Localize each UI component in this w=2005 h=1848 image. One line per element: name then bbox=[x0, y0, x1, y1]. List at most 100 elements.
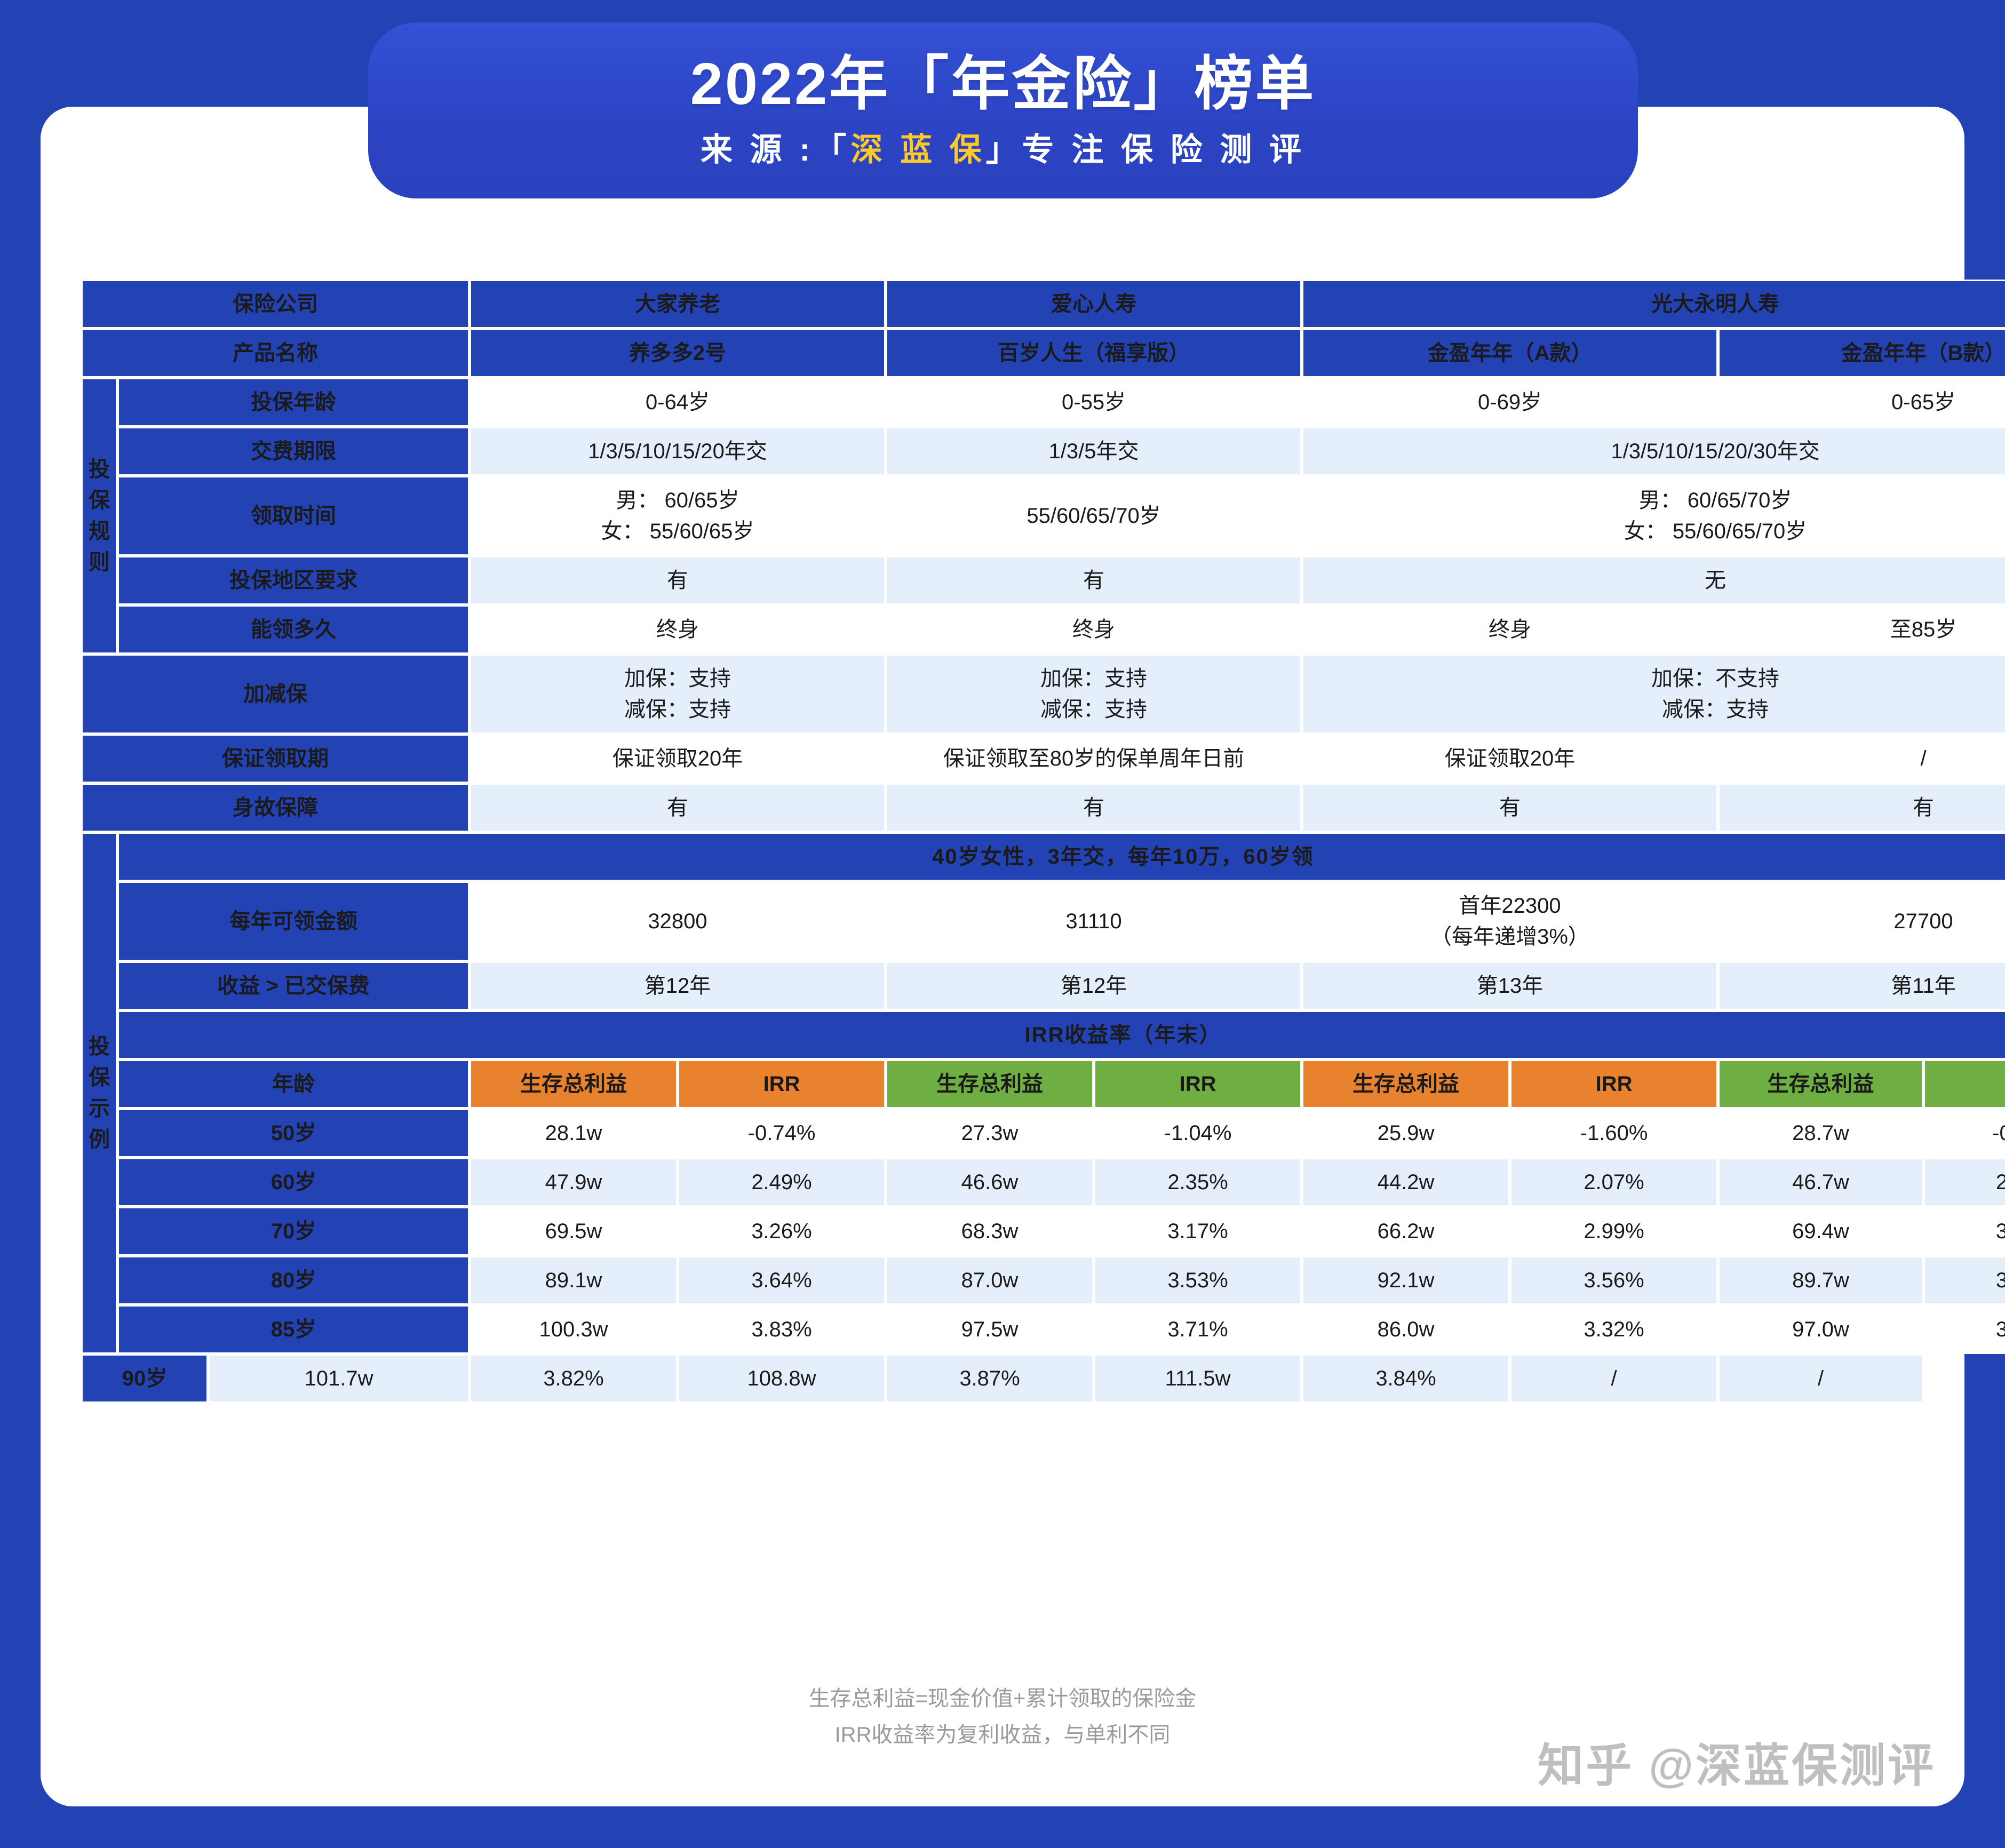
irr-col-header-2: 生存总利益 bbox=[886, 1060, 1094, 1109]
irr-section-bar: IRR收益率（年末） bbox=[117, 1010, 2005, 1060]
cell-text: 产品名称 bbox=[233, 341, 319, 365]
irr-cell-1-3: 2.35% bbox=[1094, 1158, 1302, 1207]
cell-text: 1/3/5年交 bbox=[1048, 440, 1139, 463]
cell-2-2: 男： 60/65/70岁 女： 55/60/65/70岁 bbox=[1302, 476, 2005, 556]
cell-6-3: / bbox=[1718, 734, 2005, 783]
irr-cell-5-5: 3.84% bbox=[1302, 1354, 1510, 1403]
irr-cell-2-0: 69.5w bbox=[470, 1207, 678, 1256]
row-领取时间: 领取时间 男： 60/65岁 女： 55/60/65岁 55/60/65/70岁 男： … bbox=[81, 476, 2005, 556]
cell-text: 85岁 bbox=[270, 1318, 316, 1341]
cell-text: IRR bbox=[1179, 1072, 1216, 1096]
cell-4-2: 终身 bbox=[1302, 605, 1718, 654]
irr-cell-0-4: 25.9w bbox=[1302, 1109, 1510, 1158]
payout-2: 首年22300 （每年递增3%） bbox=[1302, 881, 1718, 961]
cell-text: 92.1w bbox=[1377, 1269, 1435, 1292]
cell-text: 身故保障 bbox=[233, 796, 319, 819]
cell-text: 保证领取20年 bbox=[612, 747, 743, 770]
cell-text: 97.5w bbox=[961, 1318, 1019, 1341]
cell-7-2: 有 bbox=[1302, 783, 1718, 832]
row-加减保: 加减保 加保：支持 减保：支持 加保：支持 减保：支持 加保：不支持 减保：支持 bbox=[81, 654, 2005, 734]
cell-text: 终身 bbox=[656, 618, 699, 641]
irr-cell-2-6: 69.4w bbox=[1718, 1207, 1924, 1256]
cell-text: 投保 bbox=[89, 458, 110, 512]
cell-text: 3.52% bbox=[1995, 1269, 2005, 1292]
irr-cell-5-4: 111.5w bbox=[1094, 1354, 1302, 1403]
irr-row-age-4: 85岁 bbox=[117, 1305, 470, 1354]
cell-text: 0-69岁 bbox=[1478, 391, 1542, 414]
cell-text: 47.9w bbox=[545, 1170, 602, 1194]
cell-text: 第12年 bbox=[644, 974, 711, 998]
irr-cell-0-6: 28.7w bbox=[1718, 1109, 1924, 1158]
irr-cell-1-4: 44.2w bbox=[1302, 1158, 1510, 1207]
cell-text: 投保年龄 bbox=[251, 391, 337, 414]
irr-cell-5-7: / bbox=[1718, 1354, 1924, 1403]
cell-7-0: 有 bbox=[470, 783, 886, 832]
cell-text: 27.3w bbox=[961, 1121, 1019, 1145]
cell-text: 生存总利益 bbox=[1767, 1072, 1874, 1096]
breakeven-0: 第12年 bbox=[470, 961, 886, 1010]
irr-cell-3-7: 3.52% bbox=[1923, 1256, 2005, 1305]
company-2: 光大永明人寿 bbox=[1302, 280, 2005, 329]
irr-cell-4-1: 3.83% bbox=[678, 1305, 886, 1354]
cell-text: 25.9w bbox=[1377, 1121, 1435, 1145]
cell-1-0: 1/3/5/10/15/20年交 bbox=[470, 427, 886, 476]
irr-cell-0-3: -1.04% bbox=[1094, 1109, 1302, 1158]
cell-text: 保险公司 bbox=[233, 292, 319, 316]
cell-text: 69.4w bbox=[1792, 1220, 1849, 1243]
row-label-5: 加减保 bbox=[81, 654, 470, 734]
cell-text: 3.26% bbox=[751, 1220, 812, 1243]
row-breakeven: 收益 > 已交保费 第12年 第12年 第13年 第11年 bbox=[81, 961, 2005, 1010]
cell-5-2: 加保：不支持 减保：支持 bbox=[1302, 654, 2005, 734]
page-title: 2022年「年金险」榜单 bbox=[690, 51, 1316, 117]
cell-text: 1/3/5/10/15/20/30年交 bbox=[1611, 440, 1820, 463]
irr-cell-1-2: 46.6w bbox=[886, 1158, 1094, 1207]
cell-text: 3.57% bbox=[1995, 1318, 2005, 1341]
row-irr-85岁: 85岁 100.3w 3.83% 97.5w 3.71% 86.0w 3.32% 97.0w 3… bbox=[81, 1305, 2005, 1354]
row-label-3: 投保地区要求 bbox=[117, 556, 470, 605]
irr-cell-2-5: 2.99% bbox=[1510, 1207, 1718, 1256]
row-投保年龄: 投保 规则 投保年龄 0-64岁 0-55岁 0-69岁 0-65岁 bbox=[81, 378, 2005, 654]
cell-text: 108.8w bbox=[747, 1367, 816, 1390]
row-label-payout: 每年可领金额 bbox=[117, 881, 470, 961]
cell-text: 无 bbox=[1705, 569, 1726, 592]
irr-cell-5-6: / bbox=[1510, 1354, 1718, 1403]
cell-0-2: 0-69岁 bbox=[1302, 378, 1718, 427]
cell-text: 加保：支持 bbox=[624, 667, 731, 690]
cell-text: 保证领取至80岁的保单周年日前 bbox=[943, 747, 1245, 770]
row-label-4: 能领多久 bbox=[117, 605, 470, 654]
title-banner: 2022年「年金险」榜单 来 源 :「深 蓝 保」专 注 保 险 测 评 bbox=[368, 22, 1638, 198]
cell-text: 70岁 bbox=[270, 1220, 316, 1243]
irr-cell-1-6: 46.7w bbox=[1718, 1158, 1924, 1207]
row-能领多久: 能领多久 终身 终身 终身 至85岁 bbox=[81, 605, 2005, 654]
row-irr-80岁: 80岁 89.1w 3.64% 87.0w 3.53% 92.1w 3.56% 89.7w 3.… bbox=[81, 1256, 2005, 1305]
breakeven-2: 第13年 bbox=[1302, 961, 1718, 1010]
cell-text: 101.7w bbox=[304, 1367, 373, 1390]
cell-text: 每年可领金额 bbox=[229, 910, 358, 933]
irr-col-header-3: IRR bbox=[1094, 1060, 1302, 1109]
irr-cell-0-5: -1.60% bbox=[1510, 1109, 1718, 1158]
row-irr-header: 年龄 生存总利益 IRR 生存总利益 IRR 生存总利益 IRR 生存总利益 IRR bbox=[81, 1060, 2005, 1109]
cell-3-1: 有 bbox=[886, 556, 1302, 605]
cell-7-1: 有 bbox=[886, 783, 1302, 832]
cell-text: 46.6w bbox=[961, 1170, 1019, 1194]
company-1: 爱心人寿 bbox=[886, 280, 1302, 329]
cell-text: 生存总利益 bbox=[520, 1072, 627, 1096]
footnote-2: IRR收益率为复利收益，与单利不同 bbox=[834, 1723, 1171, 1747]
irr-cell-3-5: 3.56% bbox=[1510, 1256, 1718, 1305]
cell-text: 2.99% bbox=[1584, 1220, 1644, 1243]
cell-text: 28.7w bbox=[1792, 1121, 1849, 1145]
cell-3-0: 有 bbox=[470, 556, 886, 605]
cell-4-1: 终身 bbox=[886, 605, 1302, 654]
cell-text: 终身 bbox=[1072, 618, 1116, 641]
irr-cell-5-1: 3.82% bbox=[470, 1354, 678, 1403]
cell-text: 金盈年年（B款） bbox=[1841, 341, 2005, 365]
irr-cell-3-2: 87.0w bbox=[886, 1256, 1094, 1305]
cell-text: 3.64% bbox=[751, 1269, 812, 1292]
irr-cell-5-0: 101.7w bbox=[208, 1354, 470, 1403]
product-1: 百岁人生（福享版） bbox=[886, 329, 1302, 378]
subtitle-suffix: 」专 注 保 险 测 评 bbox=[985, 131, 1306, 168]
cell-text: 46.7w bbox=[1792, 1170, 1849, 1194]
irr-col-header-0: 生存总利益 bbox=[470, 1060, 678, 1109]
irr-cell-4-6: 97.0w bbox=[1718, 1305, 1924, 1354]
irr-row-age-3: 80岁 bbox=[117, 1256, 470, 1305]
